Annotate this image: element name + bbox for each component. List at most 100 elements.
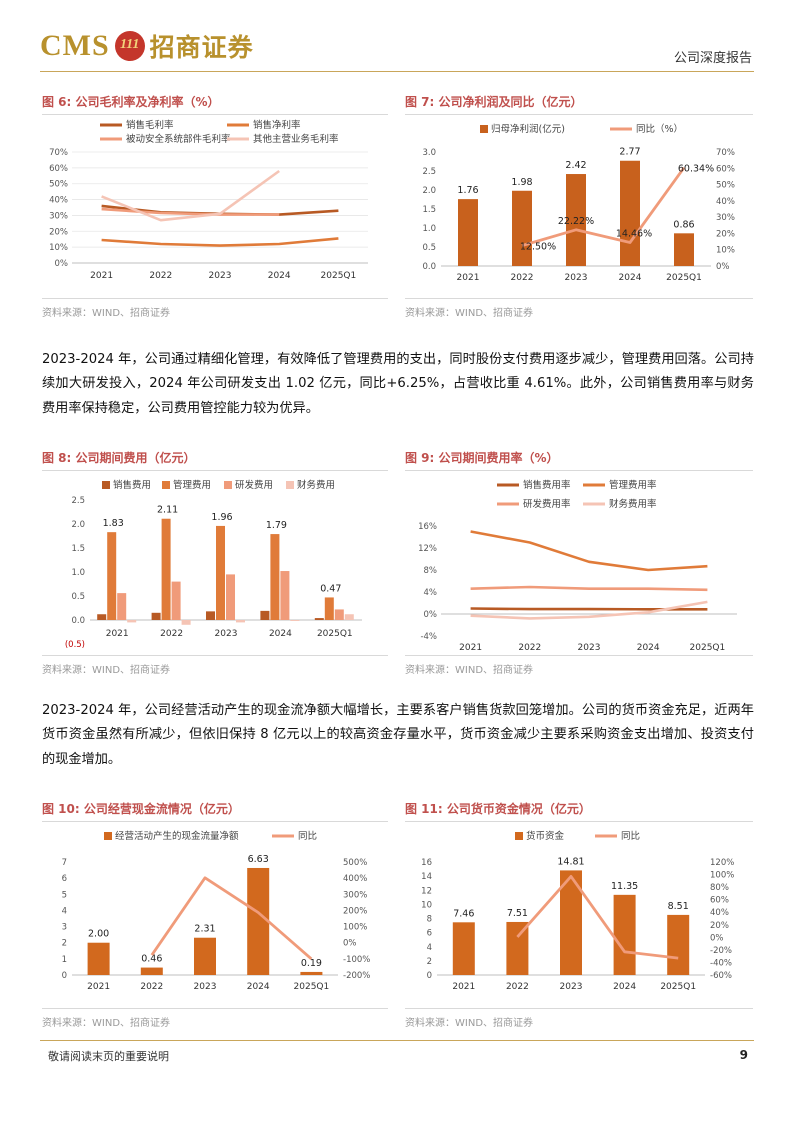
fig7-ytick-right-5: 50% [716, 181, 735, 191]
fig9-xtick-0: 2021 [459, 643, 482, 653]
fig7-bar-4 [674, 233, 694, 266]
fig11-chart: 0 2 4 6 8 10 12 14 16 -60% -40% -20% 0% 20% 40% 60% 80% 1… [405, 825, 753, 1007]
fig11-bar-label-2: 14.81 [557, 856, 584, 867]
fig8-bar-s3-1 [181, 620, 191, 625]
fig7-ytick-right-0: 0% [716, 262, 730, 272]
fig11-legend-swatch-0 [515, 832, 523, 840]
fig7-line-label-3: 14.46% [616, 228, 652, 239]
fig6-series-line-3 [101, 169, 280, 222]
fig11-ytick-right-5: 40% [710, 908, 729, 918]
fig11-ytick-right-9: 120% [710, 858, 734, 868]
fig8-bar-s3-3 [290, 620, 300, 621]
fig9-series-line-3 [470, 600, 708, 620]
fig11-bar-label-3: 11.35 [611, 881, 638, 892]
fig9-source: 资料来源：WIND、招商证券 [405, 665, 534, 676]
fig11-ytick-left-4: 8 [427, 915, 432, 925]
fig8-xtick-2: 2023 [215, 629, 238, 639]
fig10-bar-3 [247, 867, 270, 975]
fig8-bar-s3-4 [344, 614, 354, 620]
fig7-bar-1 [512, 190, 532, 266]
fig8-bar-label-1: 2.11 [157, 505, 178, 516]
fig10-ytick-right-5: 300% [343, 890, 367, 900]
fig9-bottom-rule [405, 655, 753, 656]
header-divider [40, 71, 754, 72]
fig6-legend-label-2: 被动安全系统部件毛利率 [126, 133, 231, 145]
fig10-ytick-right-0: -200% [343, 971, 370, 981]
fig11-ytick-left-8: 16 [421, 858, 432, 868]
fig8-rule [42, 470, 388, 471]
fig10-label: 图 10: [42, 802, 80, 816]
fig8-bar-s1-0 [107, 532, 117, 620]
report-type: 公司深度报告 [673, 51, 752, 66]
fig9-chart: -4% 0% 4% 8% 12% 16% 2021 2022 2023 2024 2025Q1 销售费… [405, 474, 753, 654]
fig7-label: 图 7: [405, 95, 435, 109]
fig8-legend-label-3: 财务费用 [297, 479, 335, 491]
fig8-bar-label-4: 0.47 [320, 583, 341, 594]
fig9-ytick-2: 4% [424, 588, 438, 598]
fig10-bar-label-3: 6.63 [248, 854, 269, 865]
fig7-bar-label-0: 1.76 [457, 185, 478, 196]
fig11-label: 图 11: [405, 802, 443, 816]
fig7-line-label-1: 12.50% [520, 242, 556, 253]
fig7-ytick-right-2: 20% [716, 229, 735, 239]
fig7-bottom-rule [405, 298, 753, 299]
fig6-legend-label-3: 其他主营业务毛利率 [253, 133, 339, 145]
fig6-xtick-3: 2024 [268, 271, 291, 281]
fig7-bar-3 [620, 160, 640, 266]
fig7-xtick-0: 2021 [457, 273, 480, 283]
fig8-xtick-1: 2022 [160, 629, 183, 639]
fig10-ytick-left-4: 4 [62, 906, 67, 916]
fig11-xtick-3: 2024 [613, 982, 636, 992]
fig10-ytick-left-5: 5 [62, 890, 67, 900]
fig9-caption: 公司期间费用率（%） [438, 451, 559, 465]
fig6-ytick-0: 0% [55, 259, 69, 269]
fig11-caption: 公司货币资金情况（亿元） [446, 802, 591, 816]
fig6-ytick-7: 70% [49, 148, 68, 158]
fig7-bar-2 [566, 174, 586, 266]
fig10-bar-0 [87, 942, 110, 975]
fig7-xtick-4: 2025Q1 [666, 273, 702, 283]
fig10-caption: 公司经营现金流情况（亿元） [83, 802, 240, 816]
fig8-bar-s0-0 [97, 614, 107, 620]
fig7-legend-swatch-0 [480, 125, 488, 133]
fig10-xtick-1: 2022 [140, 982, 163, 992]
fig8-legend-swatch-0 [102, 481, 110, 489]
fig7-ytick-left-1: 0.5 [422, 243, 436, 253]
fig8-title: 图 8: 公司期间费用（亿元） [42, 448, 196, 468]
fig10-svg: 0 1 2 3 4 5 6 7 -200% -100% 0% 100% 200% 300% 400% 500%… [62, 830, 371, 992]
fig11-title: 图 11: 公司货币资金情况（亿元） [405, 799, 591, 819]
fig8-legend-swatch-3 [286, 481, 294, 489]
fig8-bar-s0-1 [151, 612, 161, 620]
fig10-ytick-left-1: 1 [62, 955, 67, 965]
fig7-ytick-right-6: 60% [716, 164, 735, 174]
fig7-ytick-left-6: 3.0 [422, 148, 436, 158]
fig11-rule [405, 821, 753, 822]
fig8-bar-s3-0 [127, 620, 137, 623]
fig8-bar-s0-3 [260, 610, 270, 620]
fig11-bar-label-0: 7.46 [453, 908, 474, 919]
fig8-bar-s2-0 [117, 593, 127, 620]
fig7-ytick-left-5: 2.5 [422, 167, 436, 177]
fig8-bar-s2-3 [280, 571, 290, 620]
fig8-bar-s1-3 [270, 534, 280, 620]
fig6-ytick-2: 20% [49, 227, 68, 237]
page-header: CMS 111 招商证券 公司深度报告 [0, 0, 794, 72]
fig11-ytick-right-2: -20% [710, 946, 732, 956]
fig10-legend-label-1: 同比 [298, 830, 317, 842]
fig6-svg: 0% 10% 20% 30% 40% 50% 60% 70% 2021 2022 2023 2024 2… [49, 119, 368, 281]
fig8-ytick-1: 0.0 [71, 616, 85, 626]
fig11-xtick-0: 2021 [452, 982, 475, 992]
paragraph-cashflow: 2023-2024 年，公司经营活动产生的现金流净额大幅增长，主要系客户销售货款… [42, 703, 754, 767]
fig11-bar-0 [452, 922, 475, 975]
fig8-caption: 公司期间费用（亿元） [75, 451, 196, 465]
fig7-source: 资料来源：WIND、招商证券 [405, 308, 534, 319]
fig7-series-line [521, 166, 686, 247]
fig6-ytick-1: 10% [49, 243, 68, 253]
fig10-ytick-right-6: 400% [343, 874, 367, 884]
fig11-bar-1 [506, 921, 529, 975]
fig9-xtick-4: 2025Q1 [690, 643, 726, 653]
fig6-chart: 0% 10% 20% 30% 40% 50% 60% 70% 2021 2022 2023 2024 2… [42, 118, 388, 298]
fig10-ytick-right-1: -100% [343, 955, 370, 965]
fig9-ytick-5: 16% [418, 522, 437, 532]
fig10-ytick-left-3: 3 [62, 923, 67, 933]
